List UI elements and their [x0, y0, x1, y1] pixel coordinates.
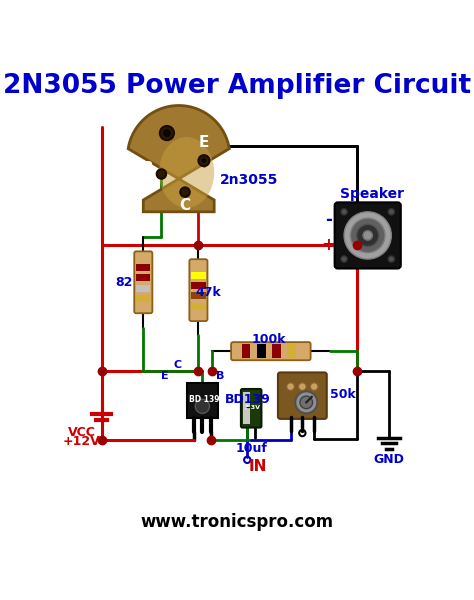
FancyBboxPatch shape: [231, 342, 310, 360]
Text: E: E: [199, 135, 209, 150]
Text: -: -: [325, 211, 332, 229]
Circle shape: [341, 256, 347, 262]
Polygon shape: [128, 106, 229, 212]
Text: VCC: VCC: [68, 426, 96, 439]
Text: 100k: 100k: [252, 333, 287, 346]
FancyBboxPatch shape: [241, 389, 261, 428]
Bar: [273, 344, 281, 358]
Circle shape: [356, 224, 379, 247]
FancyBboxPatch shape: [189, 259, 208, 321]
Circle shape: [363, 231, 373, 240]
Circle shape: [299, 383, 306, 391]
Circle shape: [163, 129, 171, 137]
Bar: [242, 344, 250, 358]
Ellipse shape: [159, 137, 214, 208]
Text: 10uf: 10uf: [235, 442, 267, 455]
FancyBboxPatch shape: [335, 202, 401, 269]
Text: 82: 82: [116, 276, 133, 289]
Circle shape: [344, 212, 392, 259]
Text: IN: IN: [248, 460, 267, 475]
Circle shape: [388, 256, 394, 262]
Bar: [136, 264, 150, 271]
Circle shape: [341, 209, 347, 215]
Text: -: -: [245, 403, 249, 413]
Text: BD139: BD139: [224, 394, 270, 406]
Text: BD 139: BD 139: [190, 395, 220, 404]
Text: +: +: [321, 236, 335, 254]
Text: C: C: [174, 361, 182, 370]
FancyBboxPatch shape: [278, 373, 327, 419]
Circle shape: [300, 396, 312, 409]
Circle shape: [310, 383, 318, 391]
Circle shape: [180, 187, 190, 197]
Text: 2N3055 Power Amplifier Circuit: 2N3055 Power Amplifier Circuit: [3, 73, 471, 99]
Circle shape: [287, 383, 294, 391]
Text: +12V: +12V: [63, 435, 101, 448]
Bar: [191, 272, 206, 278]
Text: www.tronicspro.com: www.tronicspro.com: [140, 513, 334, 531]
Text: B: B: [216, 371, 224, 382]
Bar: [243, 392, 250, 424]
Bar: [257, 344, 265, 358]
Text: B: B: [141, 161, 153, 176]
Text: 2n3055: 2n3055: [219, 173, 278, 187]
Circle shape: [350, 218, 385, 253]
FancyBboxPatch shape: [134, 251, 152, 313]
Circle shape: [201, 158, 206, 163]
Bar: [191, 303, 206, 310]
Bar: [136, 295, 150, 302]
Bar: [191, 292, 206, 299]
Text: C: C: [180, 198, 191, 213]
Bar: [191, 282, 206, 289]
Text: 50k: 50k: [330, 388, 356, 401]
FancyBboxPatch shape: [187, 383, 218, 418]
Circle shape: [388, 209, 394, 215]
Text: 3.3V: 3.3V: [245, 406, 261, 410]
Circle shape: [157, 169, 166, 179]
Circle shape: [199, 155, 210, 166]
Bar: [136, 274, 150, 281]
Text: Speaker: Speaker: [340, 187, 404, 201]
Circle shape: [160, 126, 174, 140]
Text: 47k: 47k: [195, 286, 221, 299]
Bar: [288, 344, 296, 358]
Bar: [136, 284, 150, 292]
Circle shape: [195, 399, 210, 413]
Text: GND: GND: [374, 454, 404, 466]
Circle shape: [295, 391, 317, 413]
Text: E: E: [161, 371, 168, 382]
